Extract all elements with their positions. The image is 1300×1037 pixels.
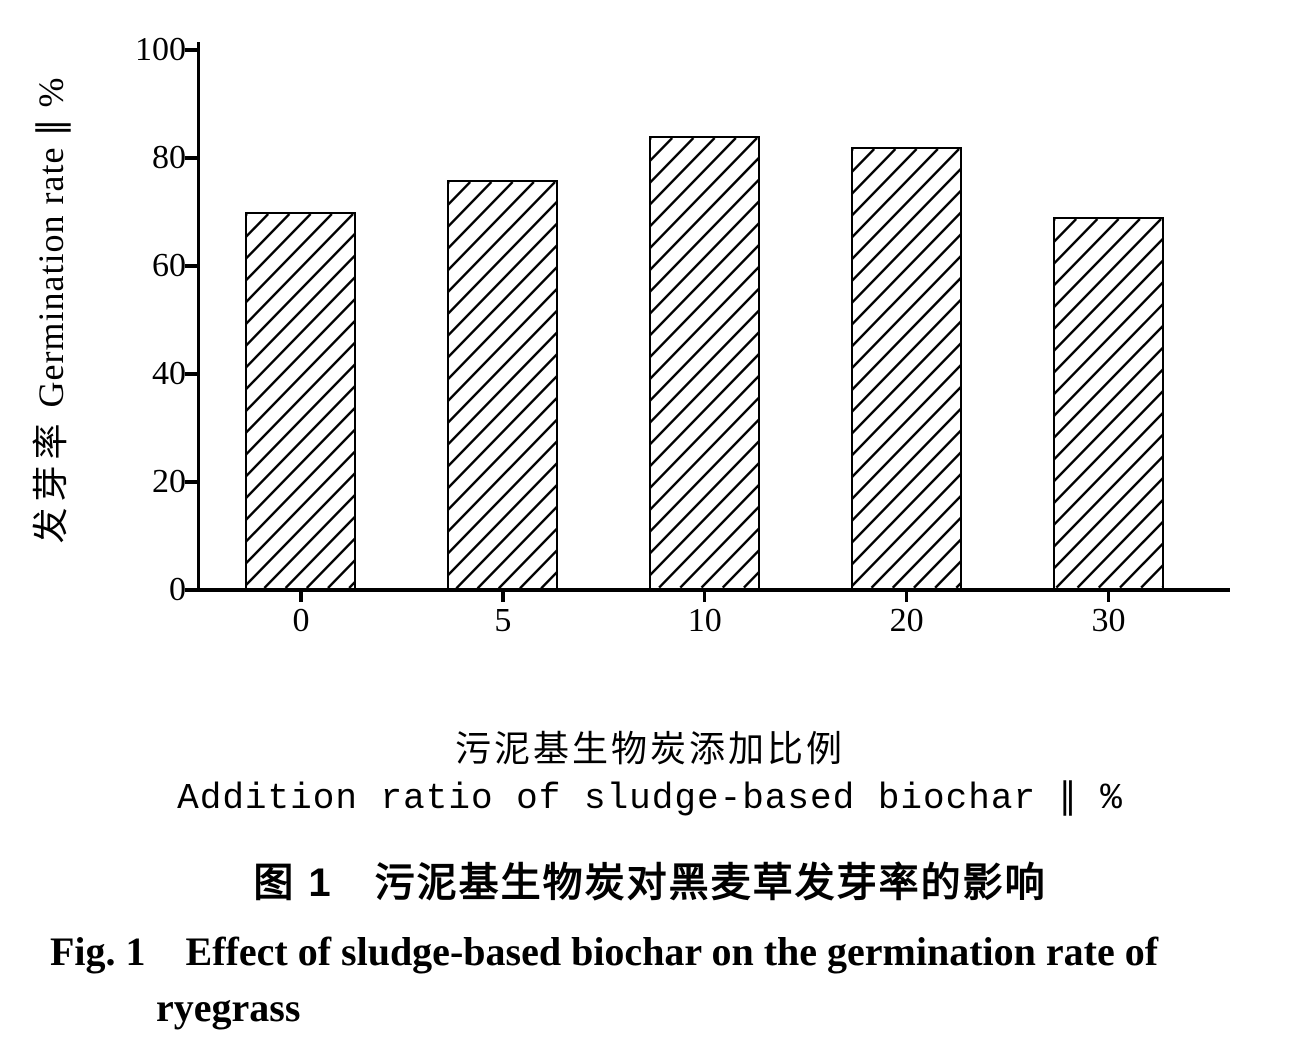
x-tick-label: 5	[494, 590, 511, 640]
x-tick-label: 0	[292, 590, 309, 640]
y-axis-unit-sep: ∥	[31, 118, 71, 137]
y-tick-label: 60	[152, 247, 200, 285]
figure-caption-en: Fig. 1 Effect of sludge-based biochar on…	[146, 924, 1260, 1036]
x-axis-title-en: Addition ratio of sludge-based biochar ∥…	[0, 776, 1300, 819]
y-tick-label: 20	[152, 463, 200, 501]
bar	[447, 180, 558, 590]
bar	[1053, 217, 1164, 590]
y-axis-title-cn: 发芽率	[31, 417, 71, 543]
y-axis-title: 发芽率 Germination rate ∥ %	[22, 77, 74, 544]
y-tick-label: 80	[152, 139, 200, 177]
x-tick-label: 20	[890, 590, 924, 640]
y-tick-label: 0	[169, 571, 200, 609]
y-axis-unit: %	[31, 77, 71, 108]
figure-caption: 图 1 污泥基生物炭对黑麦草发芽率的影响 Fig. 1 Effect of sl…	[40, 850, 1260, 1036]
chart-area: 02040608010005102030	[140, 30, 1250, 650]
bar	[245, 212, 356, 590]
y-axis-title-en: Germination rate	[31, 147, 71, 408]
figure-container: 发芽率 Germination rate ∥ % 020406080100051…	[0, 0, 1300, 1037]
y-axis-line	[197, 42, 201, 592]
x-axis-title-cn: 污泥基生物炭添加比例	[0, 720, 1300, 772]
x-axis-title-block: 污泥基生物炭添加比例 Addition ratio of sludge-base…	[0, 720, 1300, 819]
plot-region: 02040608010005102030	[200, 50, 1230, 590]
y-tick-label: 40	[152, 355, 200, 393]
figure-caption-cn: 图 1 污泥基生物炭对黑麦草发芽率的影响	[40, 850, 1260, 908]
bar	[851, 147, 962, 590]
y-tick-label: 100	[135, 31, 200, 69]
x-tick-label: 10	[688, 590, 722, 640]
bar	[649, 136, 760, 590]
x-tick-label: 30	[1091, 590, 1125, 640]
